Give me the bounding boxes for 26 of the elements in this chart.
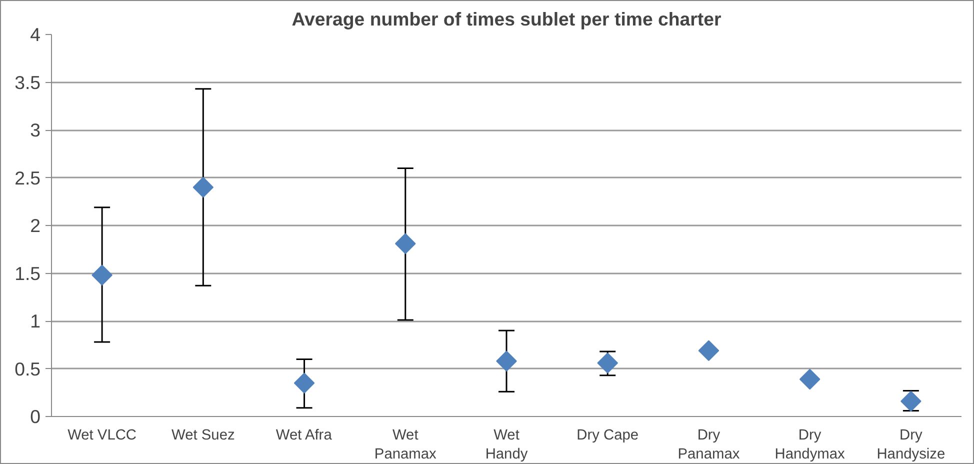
x-tick-label: Dry Handymax [774,428,846,463]
y-tick-label: 0 [30,406,41,427]
point [294,372,315,394]
y-tick-label: 3.5 [14,72,41,93]
chart-title: Average number of times sublet per time charter [292,8,722,30]
x-tick-label: Wet Handy [485,428,528,463]
x-tick-label: Wet VLCC [68,428,137,444]
y-tick-label: 2.5 [14,167,41,188]
y-tick-label: 2 [30,215,41,236]
x-tick-label: Dry Panamax [678,428,740,463]
x-tick-label: Wet Afra [276,428,333,444]
x-tick-label: Dry Handysize [876,428,946,463]
y-tick-label: 1.5 [14,262,41,284]
point [698,340,720,362]
y-tick-label: 4 [30,24,41,45]
y-tick-label: 1 [30,310,41,332]
x-tick-label: Dry Cape [576,428,639,444]
y-tick-label: 0.5 [14,358,41,380]
x-tick-label: Wet Panamax [374,428,438,463]
y-tick-label: 3 [30,120,41,140]
point [92,264,112,286]
x-tick-label: Wet Suez [172,428,235,444]
point [192,176,214,198]
point [394,233,416,254]
point [799,368,820,390]
point [496,350,517,372]
